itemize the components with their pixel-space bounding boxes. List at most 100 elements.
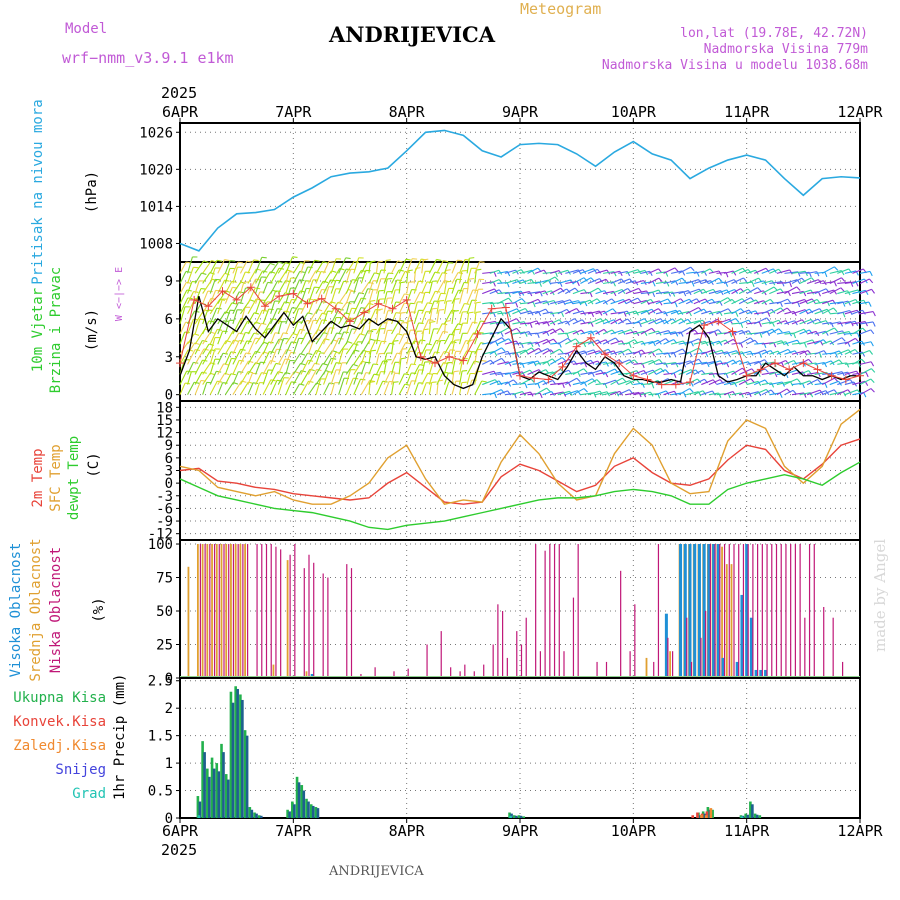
cloud-bar [196,544,199,678]
cloud-bar [374,667,376,678]
wind-barb [451,259,463,274]
wind-barb [791,270,808,277]
y-tick-label: -12 [148,527,173,543]
wind-barb [723,359,737,365]
precip-bar [711,809,714,818]
precip-bar [749,801,752,818]
wind-barb [474,278,485,294]
precip-bar [197,815,201,818]
wind-barb [383,329,393,345]
gust-marker [516,371,524,380]
wind-barb [587,278,604,284]
wind-barb [655,390,670,396]
precip-bar [307,801,310,818]
precip-bar [229,691,233,818]
cloud-bar [473,671,475,678]
precip-bar [220,743,223,818]
wind-barb [806,379,822,386]
cloud-bar [702,544,706,678]
wind-barb [436,299,445,314]
wind-barb [391,372,400,385]
wind-barb [761,389,775,396]
precip-bar [234,686,237,818]
wind-panel: 0 3 6 9 [165,256,876,404]
wind-barb [829,391,847,397]
cloud-bar [804,617,806,678]
wind-barb [859,349,874,355]
wind-barb [209,358,220,375]
wind-barb [587,310,603,316]
wind-barb [466,372,476,385]
wind-barb [383,352,392,365]
wind-barb [693,340,709,346]
time-label-bottom: 7APR [275,822,312,840]
gust-marker [360,308,369,317]
precip-bar [740,816,744,818]
wind-barb [542,358,557,365]
wind-barb [270,308,283,325]
wind-barb [383,358,392,375]
temp-dewpt-line [179,461,861,531]
wind-barb [421,291,430,304]
cloud-bar [525,617,527,678]
wind-barb [436,260,449,274]
wind-barb [806,308,824,315]
precip-bar [705,811,709,818]
wind-barb [413,301,423,314]
gust-marker [190,295,199,304]
wind-barb [557,288,571,295]
wind-barb [466,267,477,284]
cloud-bar [350,568,353,678]
wind-barb [807,271,820,277]
wind-barb [202,362,216,375]
wind-barb [255,256,267,274]
cloud-bar [502,611,504,678]
cloud-bar [215,544,218,678]
wind-barb [701,330,718,337]
wind-barb [670,310,684,315]
wind-barb [232,371,244,385]
cloud-bar [346,564,348,678]
wind-barb [375,380,388,395]
precip-bar [196,796,200,818]
wind-barb [202,290,213,304]
wind-barb [829,359,843,365]
precip-bar [522,816,526,818]
cloud-bar [313,562,315,678]
wind-barb [784,389,797,396]
cloud-bar [558,544,560,678]
cloud-bar [464,664,466,678]
wind-barb [368,373,379,385]
y-tick-label: 9 [165,438,173,454]
wind-barb [746,352,762,358]
wind-barb [232,291,245,304]
wind-barb [398,348,408,365]
wind-barb [822,299,837,305]
wind-barb [194,260,209,274]
wind-barb [436,323,448,335]
cloud-bar [327,577,329,678]
y-tick-label: 12 [156,426,173,442]
wind-barb [239,260,252,274]
wind-barb [648,300,663,306]
wind-barb [723,370,737,376]
cloud-bar [761,544,763,678]
wind-barb [459,370,468,385]
cloud-bar [563,651,565,678]
pressure-panel: 1008 1014 1020 1026 [139,122,861,263]
precip-bar [704,815,708,818]
wind-barb [194,348,209,365]
wind-barb [617,348,633,355]
y-tick-label: 3 [165,464,173,480]
wind-barb [307,270,321,284]
cloud-bar [728,544,730,678]
wind-barb [224,382,239,395]
wind-barb [270,371,284,385]
wind-barb [406,269,413,284]
cloud-bar [247,544,249,678]
wind-barb [187,371,197,385]
wind-barb [534,290,549,296]
cloud-bar [506,657,508,678]
wind-barb [829,277,846,284]
wind-barb [436,371,449,385]
